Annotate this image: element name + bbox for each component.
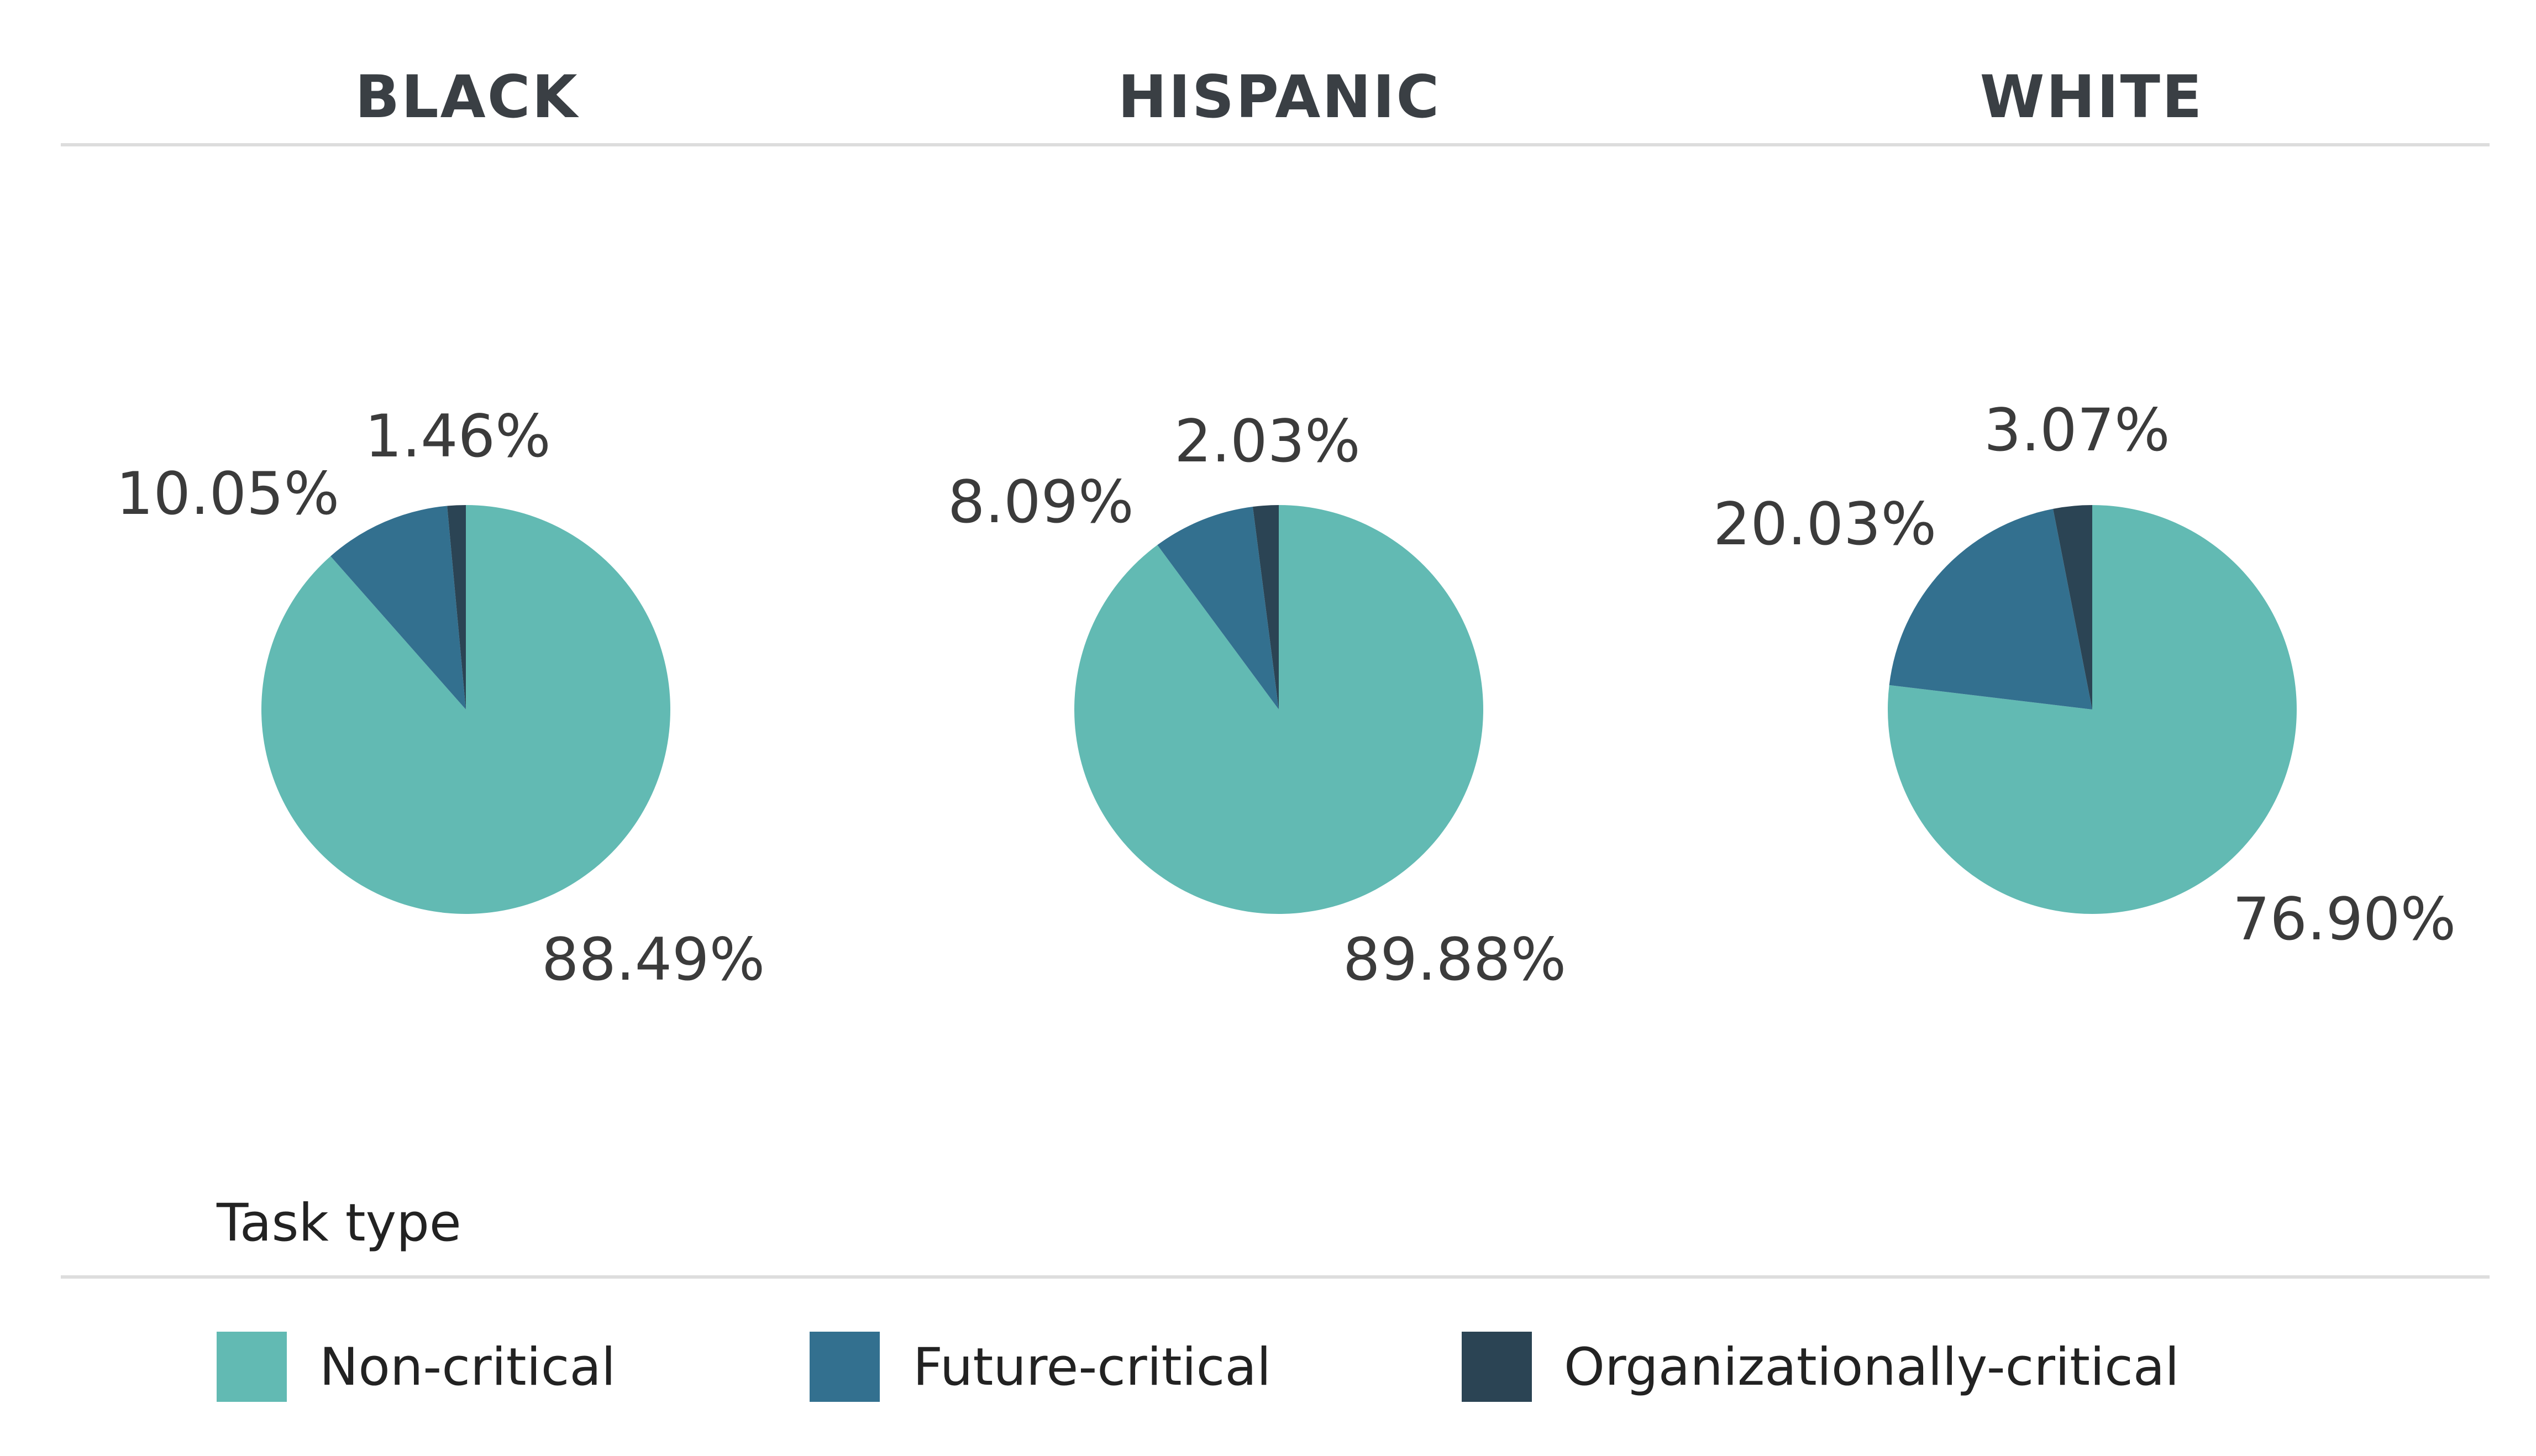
black-future-critical-label: 10.05% xyxy=(116,460,339,528)
hispanic-organizationally-critical-label: 2.03% xyxy=(1174,407,1361,475)
panel-title-white: WHITE xyxy=(1980,63,2204,131)
panel-title-black: BLACK xyxy=(355,63,579,131)
black-future-critical-slice xyxy=(330,506,466,709)
legend-label-future-critical: Future-critical xyxy=(913,1337,1271,1397)
hispanic-non-critical-slice xyxy=(1074,505,1483,914)
pie-layer xyxy=(261,505,2297,914)
white-future-critical-label: 20.03% xyxy=(1713,490,1936,558)
legend-swatch-organizationally-critical xyxy=(1462,1332,1532,1402)
hispanic-future-critical-label: 8.09% xyxy=(948,468,1134,536)
white-organizationally-critical-label: 3.07% xyxy=(1984,396,2170,464)
black-organizationally-critical-slice xyxy=(447,505,466,709)
white-non-critical-slice xyxy=(1887,505,2297,914)
legend-swatch-future-critical xyxy=(810,1332,880,1402)
legend-swatch-non-critical xyxy=(217,1332,287,1402)
legend-label-organizationally-critical: Organizationally-critical xyxy=(1564,1337,2180,1397)
hispanic-organizationally-critical-slice xyxy=(1252,505,1279,709)
black-non-critical-slice xyxy=(261,505,670,914)
white-future-critical-slice xyxy=(1889,508,2092,709)
hispanic-non-critical-label: 89.88% xyxy=(1343,926,1566,994)
black-non-critical-label: 88.49% xyxy=(542,926,765,994)
panel-title-hispanic: HISPANIC xyxy=(1118,63,1441,131)
white-organizationally-critical-slice xyxy=(2053,505,2092,709)
hispanic-future-critical-slice xyxy=(1157,507,1279,709)
legend-title: Task type xyxy=(216,1193,461,1253)
legend-label-non-critical: Non-critical xyxy=(319,1337,616,1397)
white-non-critical-label: 76.90% xyxy=(2233,885,2456,953)
black-organizationally-critical-label: 1.46% xyxy=(365,402,551,470)
